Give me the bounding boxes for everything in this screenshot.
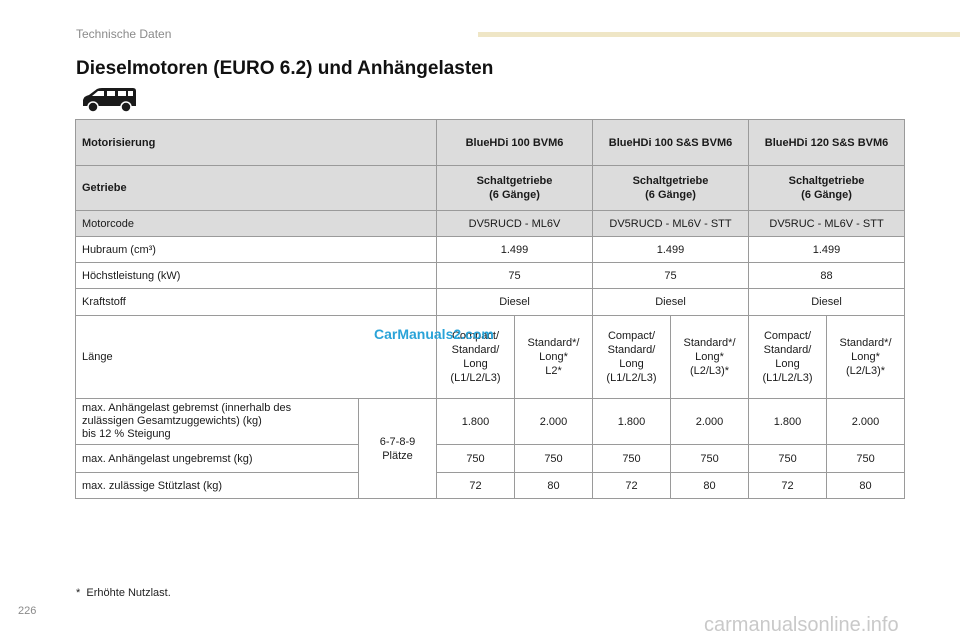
table-row: max. Anhängelast ungebremst (kg) 750 750… — [75, 444, 906, 473]
table-row: Länge Compact/ Standard/ Long (L1/L2/L3)… — [75, 315, 906, 399]
hubraum-label: Hubraum (cm³) — [75, 236, 437, 263]
page-title: Dieselmotoren (EURO 6.2) und Anhängelast… — [76, 58, 494, 79]
table-cell: 750 — [592, 444, 671, 473]
footnote-marker: * — [76, 587, 81, 599]
table-cell: Diesel — [591, 288, 750, 316]
table-cell: DV5RUCD - ML6V - STT — [591, 210, 750, 237]
table-cell: Diesel — [436, 288, 593, 316]
table-cell: 1.499 — [436, 236, 593, 263]
table-row: Höchstleistung (kW) 75 75 88 — [75, 262, 906, 289]
section-header: Technische Daten — [76, 27, 172, 41]
table-cell: 1.800 — [436, 398, 515, 445]
plaetze-cell: 6-7-8-9 Plätze — [358, 398, 437, 499]
footnote: * Erhöhte Nutzlast. — [76, 587, 171, 599]
table-cell: 72 — [436, 472, 515, 499]
footer-watermark[interactable]: carmanualsonline.info — [704, 614, 899, 636]
table-cell: 80 — [669, 472, 750, 499]
footnote-text: Erhöhte Nutzlast. — [86, 587, 171, 599]
table-cell: 750 — [514, 444, 593, 473]
table-cell: Standard*/ Long* (L2/L3)* — [669, 315, 750, 399]
table-cell: DV5RUCD - ML6V — [436, 210, 593, 237]
table-cell: 1.499 — [591, 236, 750, 263]
table-cell: Compact/ Standard/ Long (L1/L2/L3) — [748, 315, 828, 399]
table-cell: 2.000 — [514, 398, 593, 445]
table-row: max. Anhängelast gebremst (innerhalb des… — [75, 398, 906, 499]
table-row: max. zulässige Stützlast (kg) 72 80 72 8… — [75, 472, 906, 499]
motorisierung-label: Motorisierung — [75, 119, 437, 166]
table-cell: Standard*/ Long* L2* — [514, 315, 593, 399]
table-cell: 2.000 — [669, 398, 750, 445]
kraftstoff-label: Kraftstoff — [75, 288, 437, 316]
table-cell: Standard*/ Long* (L2/L3)* — [826, 315, 906, 399]
table-row: Getriebe Schaltgetriebe (6 Gänge) Schalt… — [75, 165, 906, 211]
specs-table: Motorisierung BlueHDi 100 BVM6 BlueHDi 1… — [75, 119, 906, 499]
table-cell: Compact/ Standard/ Long (L1/L2/L3) — [436, 315, 515, 399]
table-row: Motorisierung BlueHDi 100 BVM6 BlueHDi 1… — [75, 119, 906, 166]
table-cell: 750 — [826, 444, 906, 473]
engine-header: BlueHDi 100 S&S BVM6 — [591, 119, 750, 166]
table-cell: 1.800 — [748, 398, 828, 445]
table-cell: 75 — [591, 262, 750, 289]
table-cell: 2.000 — [826, 398, 906, 445]
getriebe-label: Getriebe — [75, 165, 437, 211]
van-icon — [83, 88, 136, 113]
motorcode-label: Motorcode — [75, 210, 437, 237]
table-cell: 88 — [748, 262, 906, 289]
table-cell: 72 — [592, 472, 671, 499]
table-row: Motorcode DV5RUCD - ML6V DV5RUCD - ML6V … — [75, 210, 906, 237]
table-cell: 1.499 — [748, 236, 906, 263]
engine-header: BlueHDi 100 BVM6 — [436, 119, 593, 166]
table-cell: 75 — [436, 262, 593, 289]
watermark-link[interactable]: CarManuals2.com — [374, 326, 494, 342]
laenge-label: Länge — [75, 315, 437, 399]
table-cell: Schaltgetriebe (6 Gänge) — [748, 165, 906, 211]
table-row: Kraftstoff Diesel Diesel Diesel — [75, 288, 906, 316]
table-cell: 750 — [748, 444, 828, 473]
table-cell: 1.800 — [592, 398, 671, 445]
ungebremst-label: max. Anhängelast ungebremst (kg) — [75, 444, 359, 473]
table-row: Hubraum (cm³) 1.499 1.499 1.499 — [75, 236, 906, 263]
table-cell: Diesel — [748, 288, 906, 316]
engine-header: BlueHDi 120 S&S BVM6 — [748, 119, 906, 166]
table-cell: 80 — [514, 472, 593, 499]
table-cell: DV5RUC - ML6V - STT — [748, 210, 906, 237]
table-cell: 80 — [826, 472, 906, 499]
table-cell: Compact/ Standard/ Long (L1/L2/L3) — [592, 315, 671, 399]
table-cell: Schaltgetriebe (6 Gänge) — [436, 165, 593, 211]
table-cell: 72 — [748, 472, 828, 499]
leistung-label: Höchstleistung (kW) — [75, 262, 437, 289]
stuetzlast-label: max. zulässige Stützlast (kg) — [75, 472, 359, 499]
table-cell: 750 — [436, 444, 515, 473]
table-cell: 750 — [669, 444, 750, 473]
header-divider — [478, 32, 960, 37]
page-number: 226 — [18, 605, 37, 617]
table-cell: Schaltgetriebe (6 Gänge) — [591, 165, 750, 211]
gebremst-label: max. Anhängelast gebremst (innerhalb des… — [75, 398, 359, 445]
